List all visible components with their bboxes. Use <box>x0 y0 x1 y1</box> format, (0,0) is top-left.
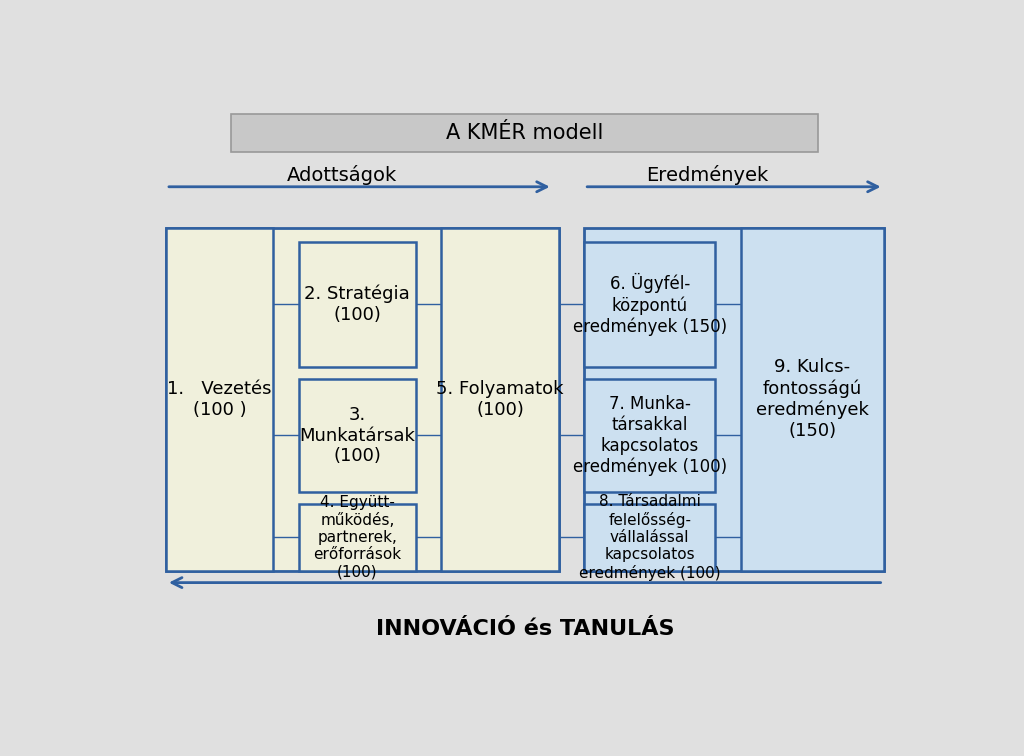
FancyBboxPatch shape <box>231 114 818 152</box>
FancyBboxPatch shape <box>299 242 416 367</box>
FancyBboxPatch shape <box>740 228 884 571</box>
FancyBboxPatch shape <box>166 228 273 571</box>
FancyBboxPatch shape <box>585 228 884 571</box>
Text: A KMÉR modell: A KMÉR modell <box>446 123 603 143</box>
Text: 8. Társadalmi
felelősség-
vállalással
kapcsolatos
eredmények (100): 8. Társadalmi felelősség- vállalással ka… <box>579 494 721 581</box>
FancyBboxPatch shape <box>441 228 559 571</box>
FancyBboxPatch shape <box>299 379 416 492</box>
Text: 7. Munka-
társakkal
kapcsolatos
eredmények (100): 7. Munka- társakkal kapcsolatos eredmény… <box>572 395 727 476</box>
Text: Eredmények: Eredmények <box>646 165 768 185</box>
Text: Adottságok: Adottságok <box>287 165 397 185</box>
Text: 4. Együtt-
működés,
partnerek,
erőforrások
(100): 4. Együtt- működés, partnerek, erőforrás… <box>313 495 401 580</box>
Text: 3.
Munkatársak
(100): 3. Munkatársak (100) <box>299 406 416 466</box>
FancyBboxPatch shape <box>166 228 559 571</box>
Text: 6. Ügyfél-
központú
eredmények (150): 6. Ügyfél- központú eredmények (150) <box>572 273 727 336</box>
FancyBboxPatch shape <box>585 379 715 492</box>
Text: INNOVÁCIÓ és TANULÁS: INNOVÁCIÓ és TANULÁS <box>376 619 674 639</box>
Text: 5. Folyamatok
(100): 5. Folyamatok (100) <box>436 380 564 419</box>
Text: 9. Kulcs-
fontosságú
eredmények
(150): 9. Kulcs- fontosságú eredmények (150) <box>756 358 868 440</box>
FancyBboxPatch shape <box>585 504 715 571</box>
FancyBboxPatch shape <box>299 504 416 571</box>
FancyBboxPatch shape <box>585 242 715 367</box>
Text: 1.   Vezetés
(100 ): 1. Vezetés (100 ) <box>167 380 272 419</box>
Text: 2. Stratégia
(100): 2. Stratégia (100) <box>304 285 411 324</box>
